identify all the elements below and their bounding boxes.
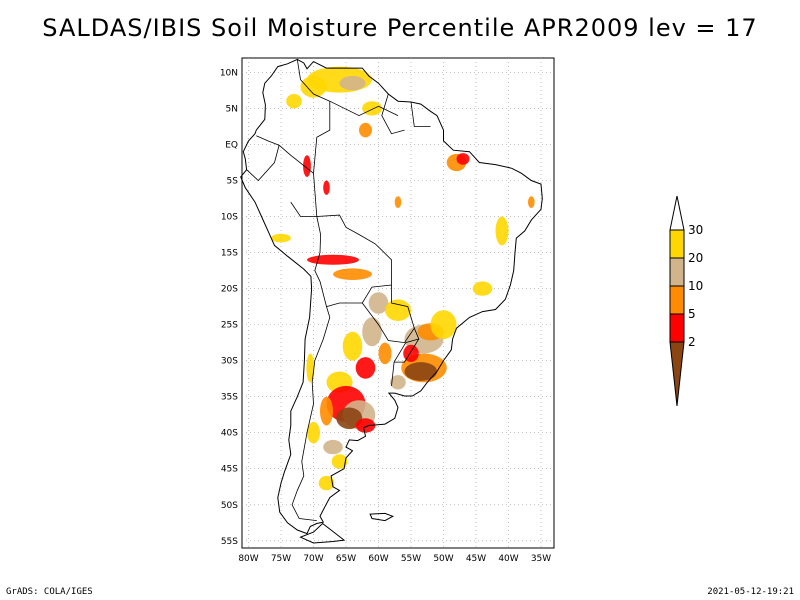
lat-tick-label: 20S xyxy=(221,285,238,295)
lat-tick-label: 45S xyxy=(221,465,238,475)
percentile-patch xyxy=(271,233,291,243)
percentile-patch xyxy=(472,281,493,296)
continent-outline xyxy=(240,58,543,535)
country-border xyxy=(290,59,331,217)
percentile-shading xyxy=(271,66,535,491)
lon-tick-label: 50W xyxy=(433,554,453,564)
footer-credit: GrADS: COLA/IGES xyxy=(6,587,93,597)
percentile-patch xyxy=(303,155,311,177)
legend-cap-bottom xyxy=(669,341,685,407)
lon-tick-label: 60W xyxy=(368,554,388,564)
tierra-del-fuego-outline xyxy=(299,522,346,544)
percentile-patch xyxy=(385,299,411,322)
country-border xyxy=(393,338,419,363)
country-border xyxy=(410,101,431,127)
lat-tick-label: 5S xyxy=(227,177,239,187)
lon-tick-label: 65W xyxy=(336,554,356,564)
percentile-patch xyxy=(331,454,348,469)
lat-tick-label: 15S xyxy=(221,249,238,259)
color-legend: 2 5 10 20 30 xyxy=(669,195,703,407)
legend-swatch xyxy=(669,313,685,343)
percentile-patch xyxy=(323,180,330,195)
percentile-patch xyxy=(307,254,359,265)
percentile-patch xyxy=(456,153,470,165)
legend-label: 5 xyxy=(688,307,696,321)
percentile-patch xyxy=(528,196,535,208)
percentile-patch xyxy=(318,475,335,491)
legend-label: 20 xyxy=(688,251,703,265)
percentile-patch xyxy=(355,357,376,379)
lat-tick-label: 5N xyxy=(226,104,238,114)
latitude-tick-labels: 10N 5N EQ 5S 10S 15S 20S 25S 30S 35S 40S 45S 50S 55S xyxy=(220,68,238,546)
lat-tick-label: 30S xyxy=(221,357,238,367)
percentile-patch xyxy=(430,310,457,339)
map-plot-area: 10N5NEQ5S10S15S20S25S30S35S40S45S50S55S … xyxy=(220,57,555,564)
map-gridlines xyxy=(242,58,554,548)
legend-swatch xyxy=(669,257,685,287)
lon-tick-label: 70W xyxy=(303,554,323,564)
percentile-patch xyxy=(362,317,382,347)
percentile-patch xyxy=(359,122,372,138)
lon-tick-label: 45W xyxy=(466,554,486,564)
lat-tick-label: 55S xyxy=(221,537,238,547)
lat-tick-label: 10S xyxy=(221,213,238,223)
lon-tick-label: 75W xyxy=(271,554,291,564)
percentile-patch xyxy=(362,101,382,116)
country-border xyxy=(314,216,322,282)
lat-tick-label: 25S xyxy=(221,321,238,331)
country-border xyxy=(381,93,405,135)
percentile-patch xyxy=(300,76,327,98)
percentile-patch xyxy=(495,216,509,246)
country-border xyxy=(246,135,280,182)
lon-tick-label: 35W xyxy=(531,554,551,564)
country-border xyxy=(278,144,314,174)
falkland-islands-outline xyxy=(369,512,394,522)
lon-tick-label: 80W xyxy=(238,554,258,564)
country-border xyxy=(316,214,392,308)
percentile-patch xyxy=(306,353,315,383)
percentile-patch xyxy=(336,407,363,430)
lat-tick-label: 35S xyxy=(221,393,238,403)
legend-cap-top xyxy=(669,195,685,231)
legend-swatch xyxy=(669,285,685,315)
country-border xyxy=(329,100,399,117)
longitude-tick-labels: 80W 75W 70W 65W 60W 55W 50W 45W 40W 35W xyxy=(238,554,551,564)
lat-tick-label: 50S xyxy=(221,501,238,511)
footer-timestamp: 2021-05-12-19:21 xyxy=(707,587,794,597)
coastline xyxy=(240,58,543,544)
lat-tick-label: 10N xyxy=(220,68,238,78)
lon-tick-label: 40W xyxy=(498,554,518,564)
percentile-patch xyxy=(339,76,366,91)
percentile-patch xyxy=(368,292,389,314)
percentile-patch xyxy=(307,421,320,444)
legend-label: 10 xyxy=(688,279,703,293)
percentile-patch xyxy=(394,196,402,208)
legend-swatch xyxy=(669,229,685,259)
country-border xyxy=(361,285,415,344)
percentile-patch xyxy=(355,418,376,433)
percentile-patch xyxy=(342,331,363,361)
percentile-patch xyxy=(390,375,406,390)
percentile-patch xyxy=(378,342,392,365)
lat-tick-label: EQ xyxy=(225,140,238,150)
percentile-patch xyxy=(323,439,343,455)
lon-tick-label: 55W xyxy=(401,554,421,564)
legend-label: 30 xyxy=(688,223,703,237)
lat-tick-label: 40S xyxy=(221,429,238,439)
country-border xyxy=(391,328,420,386)
map-title: SALDAS/IBIS Soil Moisture Percentile APR… xyxy=(42,14,758,42)
percentile-patch xyxy=(404,362,438,381)
country-border xyxy=(291,306,331,521)
percentile-patch xyxy=(286,94,302,109)
percentile-patch xyxy=(320,396,333,426)
percentile-patch xyxy=(403,344,419,362)
percentile-patch xyxy=(333,268,372,281)
legend-label: 2 xyxy=(688,335,696,349)
